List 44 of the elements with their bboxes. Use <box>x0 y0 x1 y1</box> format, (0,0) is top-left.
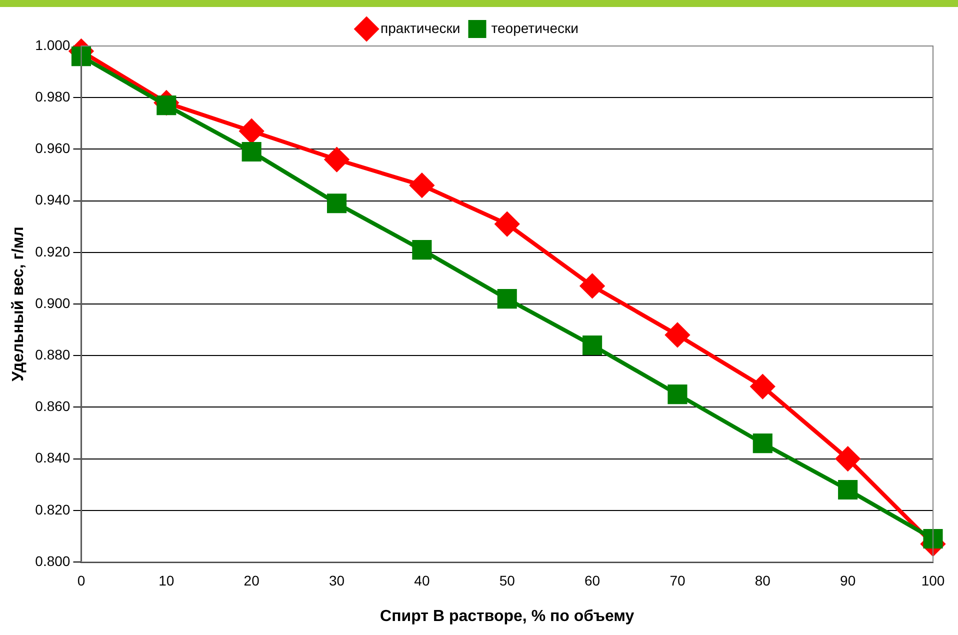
point <box>412 240 432 260</box>
x-tick-label: 80 <box>754 572 771 588</box>
x-tick-label: 100 <box>921 572 945 588</box>
x-tick-label: 30 <box>328 572 345 588</box>
point <box>326 194 347 214</box>
y-tick-label: 1.000 <box>35 36 70 53</box>
point <box>71 46 92 66</box>
y-tick-label: 0.840 <box>35 450 70 466</box>
point <box>750 374 775 399</box>
point <box>668 384 688 404</box>
point <box>836 446 860 471</box>
y-tick-label: 0.980 <box>35 88 70 104</box>
y-tick-label: 0.940 <box>35 192 70 208</box>
point <box>752 434 772 454</box>
x-tick-label: 20 <box>244 572 260 588</box>
y-tick-label: 0.860 <box>35 398 70 414</box>
point <box>495 212 520 236</box>
legend-label: практически <box>380 20 460 36</box>
x-tick-label: 70 <box>670 572 686 588</box>
point <box>580 274 604 298</box>
point <box>240 119 264 144</box>
x-axis-title: Спирт В растворе, % по объему <box>380 608 634 625</box>
x-tick-label: 10 <box>158 572 174 588</box>
point <box>582 336 602 356</box>
x-tick-label: 50 <box>499 572 516 588</box>
legend-label: теоретически <box>491 20 578 36</box>
point <box>923 529 943 549</box>
y-tick-label: 0.920 <box>35 243 70 260</box>
x-tick-label: 40 <box>414 572 430 588</box>
y-axis-title: Удельный вес, г/мл <box>10 226 28 382</box>
point <box>410 173 434 198</box>
y-tick-label: 0.900 <box>35 294 70 311</box>
y-tick-label: 0.880 <box>35 346 70 362</box>
point <box>242 142 262 162</box>
point <box>497 289 517 309</box>
x-tick-label: 60 <box>584 572 600 588</box>
point <box>324 148 349 172</box>
point <box>838 480 858 500</box>
y-tick-label: 0.820 <box>35 501 70 518</box>
x-tick-label: 0 <box>77 572 86 588</box>
x-tick-label: 90 <box>840 572 856 588</box>
y-tick-label: 0.800 <box>35 552 70 569</box>
point <box>665 322 690 347</box>
y-tick-label: 0.960 <box>35 140 70 156</box>
